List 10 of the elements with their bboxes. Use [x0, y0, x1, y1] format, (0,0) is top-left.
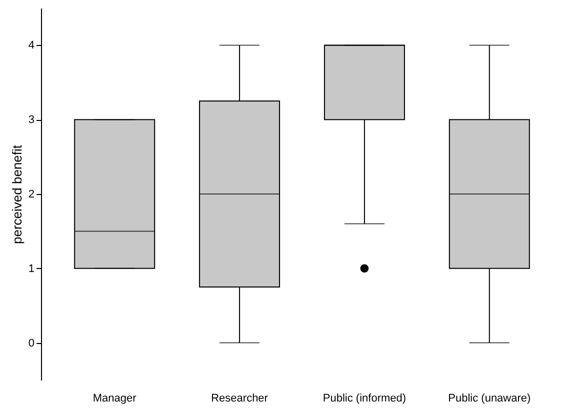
y-tick-label: 2	[28, 188, 34, 200]
y-axis-title: perceived benefit	[9, 144, 24, 244]
y-tick-label: 3	[28, 114, 34, 126]
y-tick-label: 1	[28, 262, 34, 275]
x-tick-label: Public (informed)	[322, 392, 406, 404]
x-tick-label: Manager	[92, 392, 137, 404]
y-tick-label: 0	[28, 337, 34, 350]
x-tick-label: Public (unaware)	[448, 392, 531, 404]
x-tick-label: Researcher	[211, 392, 268, 404]
y-tick-label: 4	[28, 40, 34, 52]
